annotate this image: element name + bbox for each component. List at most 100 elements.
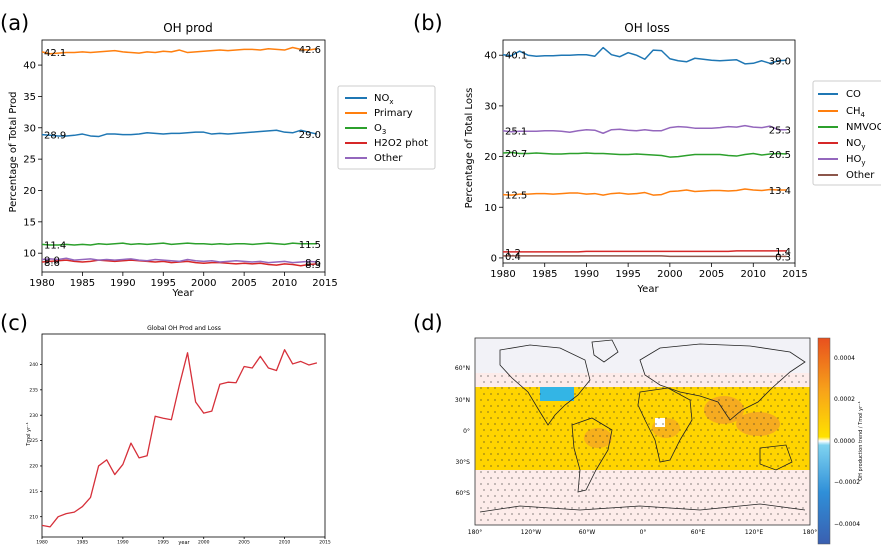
stipple-dot [613,375,615,377]
plot-frame-c [41,333,326,538]
stipple-dot [686,429,688,431]
stipple-dot [704,411,706,413]
map-high-lat-north [475,373,810,387]
stipple-dot [602,441,604,443]
stipple-dot [774,519,776,521]
stipple-dot [585,387,587,389]
stipple-dot [805,441,807,443]
stipple-dot [746,507,748,509]
stipple-dot [630,489,632,491]
stipple-dot [805,477,807,479]
stipple-dot [662,423,664,425]
stipple-dot [732,447,734,449]
stipple-dot [704,459,706,461]
stipple-dot [725,507,727,509]
stipple-dot [518,429,520,431]
stipple-dot [655,399,657,401]
y-tick-label-a-20: 20 [23,186,36,197]
y-tick-label-c-220: 220 [29,464,38,470]
stipple-dot [574,441,576,443]
stipple-dot [550,519,552,521]
stipple-dot [539,405,541,407]
stipple-dot [613,483,615,485]
stipple-dot [781,387,783,389]
stipple-dot [648,411,650,413]
stipple-dot [574,513,576,515]
stipple-dot [805,501,807,503]
stipple-dot [784,477,786,479]
stipple-dot [487,471,489,473]
stipple-dot [539,489,541,491]
stipple-dot [746,435,748,437]
stipple-dot [697,447,699,449]
stipple-dot [630,477,632,479]
stipple-dot [795,495,797,497]
stipple-dot [651,381,653,383]
y-tick-label-c-235: 235 [29,387,38,393]
stipple-dot [693,513,695,515]
stipple-dot [602,501,604,503]
stipple-dot [525,465,527,467]
stipple-dot [795,435,797,437]
stipple-dot [560,429,562,431]
stipple-dot [637,393,639,395]
stipple-dot [735,441,737,443]
stipple-dot [665,429,667,431]
stipple-dot [648,507,650,509]
stipple-dot [781,375,783,377]
stipple-dot [770,381,772,383]
stipple-dot [784,405,786,407]
stipple-dot [802,507,804,509]
stipple-dot [550,459,552,461]
stipple-dot [697,411,699,413]
stipple-dot [700,477,702,479]
stipple-dot [641,507,643,509]
stipple-dot [662,471,664,473]
stipple-dot [609,465,611,467]
stipple-dot [791,393,793,395]
stipple-dot [487,495,489,497]
stipple-dot [672,417,674,419]
panel-label-c: (c) [0,311,28,335]
stipple-dot [707,405,709,407]
stipple-dot [718,399,720,401]
stipple-dot [490,453,492,455]
x-tick-label-c-1995: 1995 [158,540,170,546]
stipple-dot [602,489,604,491]
legend-b-item-ch4: CH4 [818,106,866,119]
stipple-dot [683,387,685,389]
stipple-dot [714,405,716,407]
stipple-dot [616,513,618,515]
stipple-dot [672,501,674,503]
stipple-dot [529,411,531,413]
stipple-dot [774,387,776,389]
y-tick-label-c-225: 225 [29,438,38,444]
stipple-dot [676,399,678,401]
stipple-dot [651,441,653,443]
stipple-dot [606,435,608,437]
stipple-dot [539,453,541,455]
stipple-dot [536,399,538,401]
stipple-dot [588,393,590,395]
stipple-dot [728,465,730,467]
stipple-dot [648,387,650,389]
stipple-dot [613,435,615,437]
stipple-dot [644,381,646,383]
stipple-dot [518,453,520,455]
stipple-dot [536,471,538,473]
stipple-dot [739,399,741,401]
stipple-dot [658,417,660,419]
stipple-dot [700,429,702,431]
stipple-dot [756,489,758,491]
stipple-dot [522,399,524,401]
stipple-dot [704,435,706,437]
series-line-b-co [502,46,787,65]
stipple-dot [574,405,576,407]
stipple-dot [585,519,587,521]
stipple-dot [690,387,692,389]
stipple-dot [483,501,485,503]
stipple-dot [774,483,776,485]
stipple-dot [627,471,629,473]
series-line-c-series-0 [41,349,318,528]
stipple-dot [763,393,765,395]
